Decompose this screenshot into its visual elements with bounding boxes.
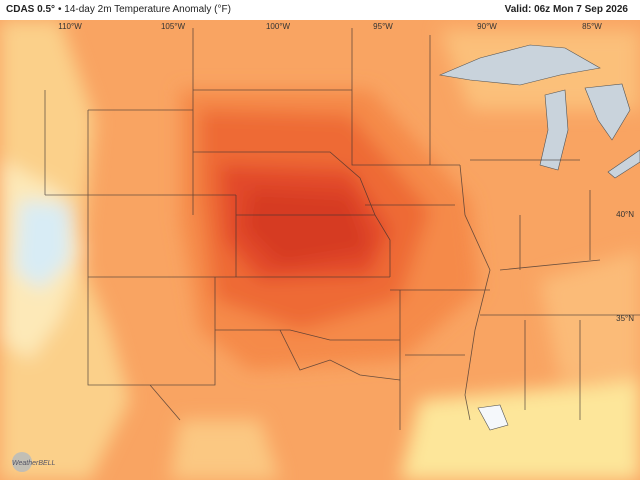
lon-label: 90°W (477, 22, 497, 31)
lon-label: 95°W (373, 22, 393, 31)
lat-label: 35°N (616, 314, 634, 323)
header: CDAS 0.5° • 14-day 2m Temperature Anomal… (0, 0, 640, 20)
valid-time: Valid: 06z Mon 7 Sep 2026 (504, 4, 628, 15)
lon-label: 110°W (58, 22, 82, 31)
lat-label: 40°N (616, 210, 634, 219)
state-borders (44, 28, 640, 430)
lon-label: 100°W (266, 22, 291, 31)
longitude-labels: 110°W 105°W 100°W 95°W 90°W 85°W (58, 22, 602, 31)
logo-globe (12, 452, 32, 472)
lon-label: 105°W (161, 22, 186, 31)
logo: WeatherBELL (12, 460, 56, 467)
map-title: • 14-day 2m Temperature Anomaly (°F) (58, 4, 231, 15)
model-name: CDAS 0.5° (6, 4, 56, 15)
latitude-labels: 40°N 35°N (616, 210, 634, 323)
lakes (438, 44, 640, 431)
lon-label: 85°W (582, 22, 602, 31)
